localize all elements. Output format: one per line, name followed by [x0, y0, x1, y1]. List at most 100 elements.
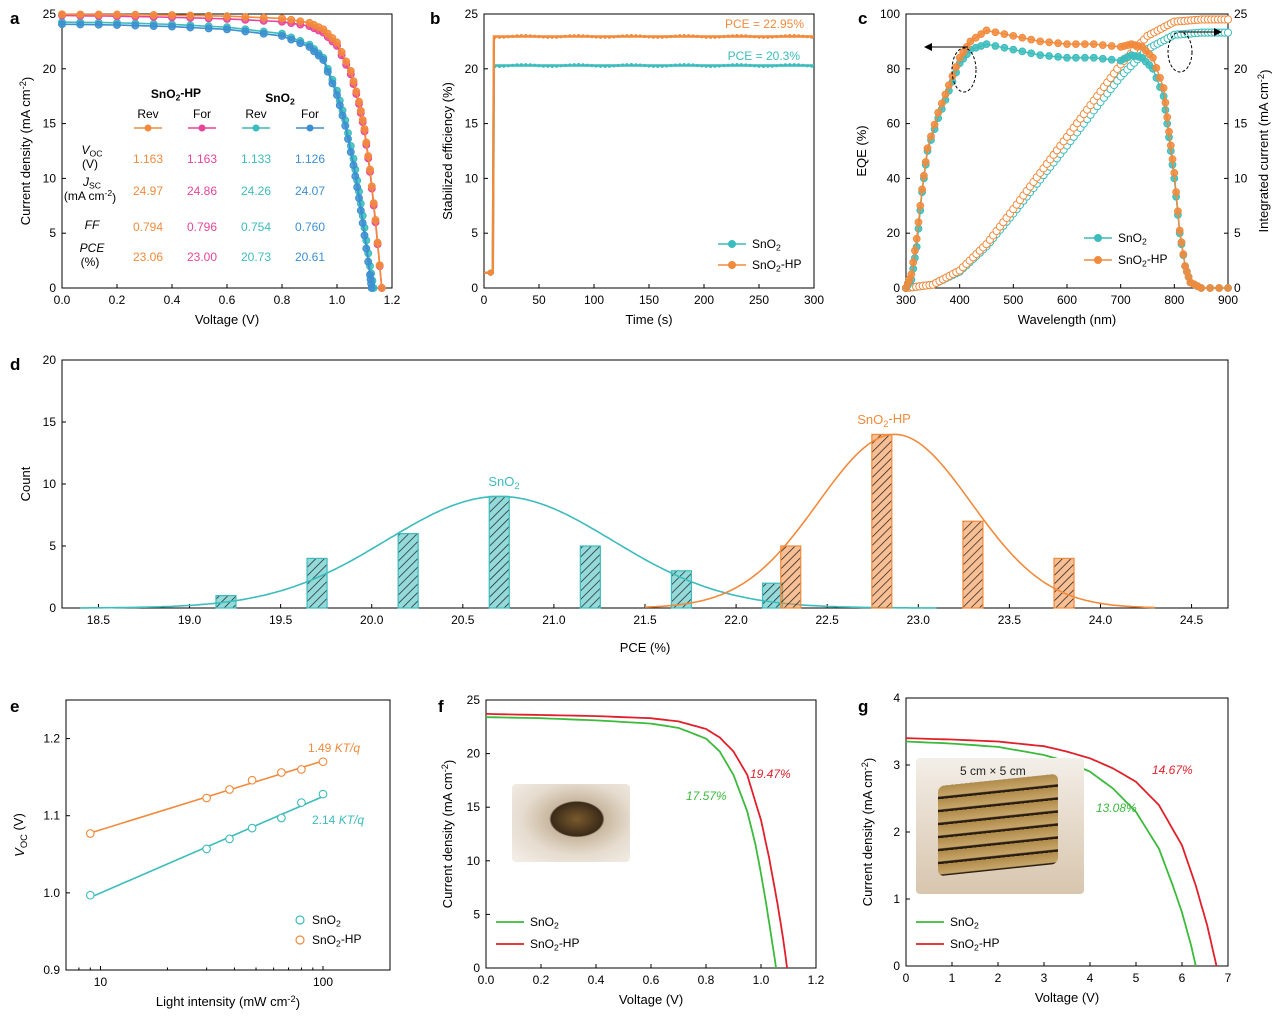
eqe-point	[1045, 38, 1053, 47]
eqe-point	[1000, 30, 1009, 38]
eqe-point	[1224, 284, 1232, 292]
iv-point-a	[367, 284, 376, 292]
x-tick-label: 0.2	[533, 973, 550, 987]
stability-point	[783, 63, 788, 67]
panel-d: d 18.5 19.0 19.5 20.0 20.5 21.0 21.5 22.0 22.5 23.…	[10, 353, 1229, 655]
stability-point	[581, 34, 585, 38]
eqe-ellipse-marker	[951, 47, 977, 93]
y-tick-label: 4	[893, 691, 900, 705]
eqe-point	[1063, 40, 1071, 48]
stability-point	[651, 35, 656, 39]
stability-point	[788, 34, 792, 38]
y-tick-label: 80	[887, 62, 901, 76]
y-axis-title: Stabilized efficiency (%)	[440, 82, 455, 220]
histogram-bar	[871, 433, 893, 609]
arrow-right-head	[1214, 28, 1222, 36]
stability-point	[739, 63, 744, 67]
y-tick-label: 20	[43, 62, 57, 76]
y-axis-title: Current density (mA cm-2​)	[440, 760, 457, 909]
iv-point-a	[362, 244, 371, 253]
voc-point	[297, 765, 306, 774]
panel-letter-g: g	[858, 697, 868, 716]
stability-point	[528, 34, 532, 38]
stability-point	[577, 63, 581, 67]
eqe-point	[934, 108, 943, 117]
stability-point	[590, 64, 594, 68]
eqe-point	[982, 26, 991, 35]
x-tick-label: 0.6	[219, 293, 236, 307]
x-tick-label: 10	[94, 975, 108, 989]
stability-point	[555, 64, 559, 68]
table-cell: 0.754	[241, 220, 271, 234]
stability-point	[541, 64, 546, 68]
iv-point-a	[337, 48, 346, 56]
iv-point-a	[223, 12, 231, 21]
legend-swatch-marker	[295, 935, 305, 945]
histogram-bar	[397, 532, 419, 609]
stability-point	[621, 63, 625, 67]
legend-swatch-marker	[1094, 256, 1102, 264]
eqe-point	[920, 171, 928, 180]
flexible-device-photo-f	[512, 784, 630, 862]
eqe-point	[991, 28, 1000, 37]
y-tick-label: 2	[893, 825, 900, 839]
legend-hp-c: SnO2​-HP	[1118, 252, 1167, 269]
stability-point	[537, 64, 541, 68]
eqe-point	[1159, 84, 1168, 92]
stability-point	[660, 64, 664, 68]
x-tick-label: 22.0	[724, 613, 748, 627]
annotation-hp-pce: PCE = 22.95%	[725, 17, 804, 31]
pce-label-sno2-f: 17.57%	[686, 789, 727, 803]
stability-point	[506, 64, 510, 68]
eqe-point	[941, 90, 950, 99]
integrated-current-point	[1223, 28, 1233, 37]
stability-point	[753, 64, 757, 68]
stability-point	[550, 35, 554, 39]
eqe-point	[1107, 55, 1116, 64]
eqe-point	[1089, 53, 1098, 62]
eqe-point	[1036, 51, 1045, 59]
x-tick-label: 100	[313, 975, 333, 989]
stability-point	[739, 34, 744, 38]
table-scan-label: For	[193, 107, 211, 121]
eqe-point	[1197, 284, 1206, 292]
x-axis-title: Voltage (V)	[195, 312, 259, 327]
eqe-point	[1081, 40, 1089, 48]
stability-point	[801, 34, 805, 38]
plot-frame-e	[65, 699, 391, 971]
x-tick-label: 0.2	[109, 293, 126, 307]
iv-point-a	[355, 194, 363, 203]
pce-label-hp-f: 19.47%	[750, 767, 791, 781]
iv-point-a	[351, 172, 360, 181]
table-cell: 1.163	[187, 152, 217, 166]
iv-point-a	[344, 134, 352, 143]
eqe-point	[1175, 226, 1184, 235]
eqe-point	[1161, 98, 1170, 107]
y-tick-label: 0	[473, 961, 480, 975]
stability-point	[695, 34, 700, 39]
y2-tick-label: 25	[1234, 7, 1248, 21]
iv-point-a	[364, 152, 373, 161]
pce-label-hp-g: 14.67%	[1152, 763, 1193, 777]
stability-point	[669, 34, 673, 39]
eqe-point	[1018, 47, 1027, 56]
stability-point	[510, 34, 515, 38]
stability-point	[766, 64, 770, 68]
stability-point	[722, 64, 726, 68]
y-tick-label: 20	[467, 747, 481, 761]
x-tick-label: 200	[694, 293, 714, 307]
iv-point-a	[223, 25, 231, 34]
eqe-point	[916, 201, 925, 210]
iv-point-a	[333, 38, 341, 47]
stability-point	[524, 63, 528, 67]
stability-point	[744, 63, 748, 67]
table-row-label: FF	[85, 218, 100, 232]
iv-point-a	[323, 29, 332, 38]
voc-point	[202, 793, 211, 803]
iv-point-a	[373, 238, 382, 247]
stability-point	[581, 63, 585, 67]
stability-point	[537, 35, 541, 39]
iv-point-a	[168, 11, 176, 20]
iv-point-a	[352, 87, 361, 96]
voc-point	[297, 798, 306, 807]
